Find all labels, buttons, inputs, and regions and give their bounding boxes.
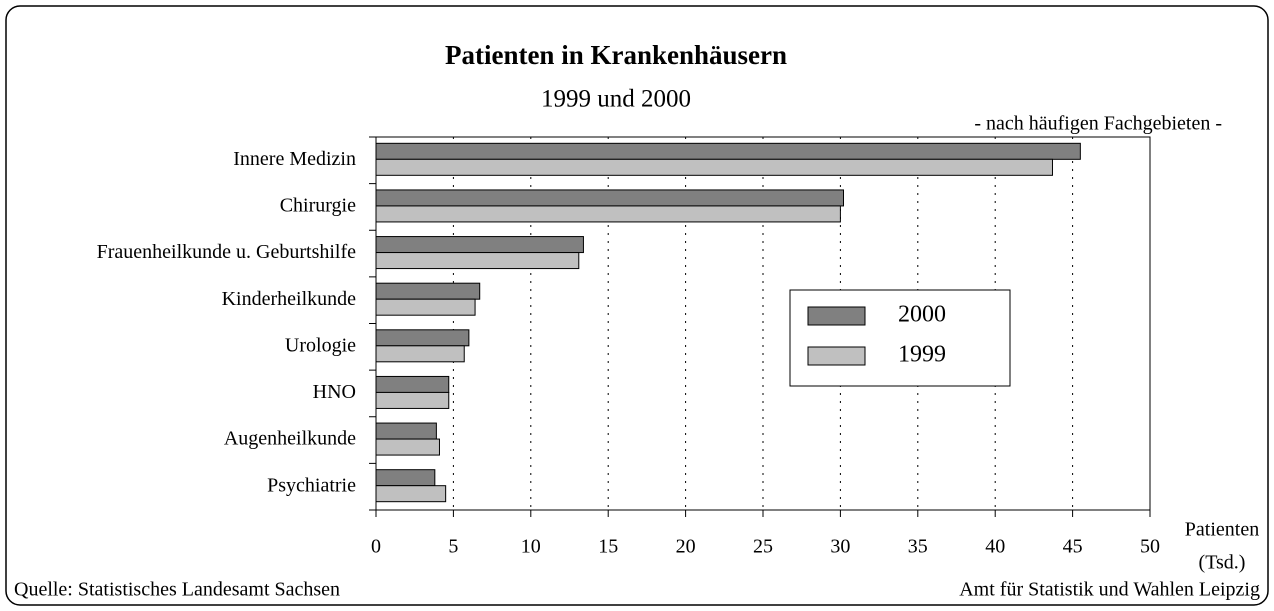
x-axis-label: (Tsd.)	[1199, 552, 1246, 574]
y-tick-label: Frauenheilkunde u. Geburtshilfe	[97, 241, 356, 263]
chart-subtitle: 1999 und 2000	[541, 86, 691, 113]
publisher: Amt für Statistik und Wahlen Leipzig	[959, 579, 1260, 601]
y-tick-label: Psychiatrie	[267, 474, 356, 496]
bar	[375, 438, 440, 456]
bar	[375, 485, 447, 503]
x-axis-label: Patienten	[1185, 519, 1259, 541]
bar	[375, 282, 481, 300]
legend-label: 2000	[898, 302, 946, 328]
bar	[375, 205, 841, 223]
bar	[375, 422, 437, 440]
x-tick-label: 10	[521, 536, 541, 558]
legend-swatch	[807, 306, 866, 326]
chart-title: Patienten in Krankenhäusern	[445, 40, 787, 70]
x-tick-label: 0	[371, 536, 381, 558]
x-tick-label: 25	[753, 536, 773, 558]
x-tick-label: 5	[448, 536, 458, 558]
bar	[375, 375, 450, 393]
plot-frame	[376, 136, 1151, 510]
y-tick-label: Kinderheilkunde	[222, 288, 357, 310]
bar	[375, 298, 476, 316]
bar	[375, 158, 1053, 176]
bar	[375, 329, 470, 347]
bar	[375, 142, 1081, 160]
bar	[375, 469, 436, 487]
y-tick-label: Innere Medizin	[233, 148, 356, 170]
x-tick-label: 15	[598, 536, 618, 558]
bar	[375, 236, 584, 254]
bar	[375, 345, 465, 363]
y-tick-label: Urologie	[285, 334, 356, 356]
source: Quelle: Statistisches Landesamt Sachsen	[14, 579, 340, 601]
x-tick-label: 20	[676, 536, 696, 558]
legend-box	[789, 289, 1011, 387]
bar	[375, 252, 580, 270]
x-tick-label: 40	[985, 536, 1005, 558]
legend-label: 1999	[898, 342, 946, 368]
bar	[375, 391, 450, 409]
y-tick-label: Augenheilkunde	[224, 428, 356, 450]
y-tick-label: HNO	[313, 381, 356, 403]
y-tick-label: Chirurgie	[280, 195, 356, 217]
bar	[375, 189, 844, 207]
x-tick-label: 35	[908, 536, 928, 558]
x-tick-label: 45	[1063, 536, 1083, 558]
x-tick-label: 50	[1140, 536, 1160, 558]
x-tick-label: 30	[830, 536, 850, 558]
legend-swatch	[807, 346, 866, 366]
annotation: - nach häufigen Fachgebieten -	[974, 113, 1222, 135]
